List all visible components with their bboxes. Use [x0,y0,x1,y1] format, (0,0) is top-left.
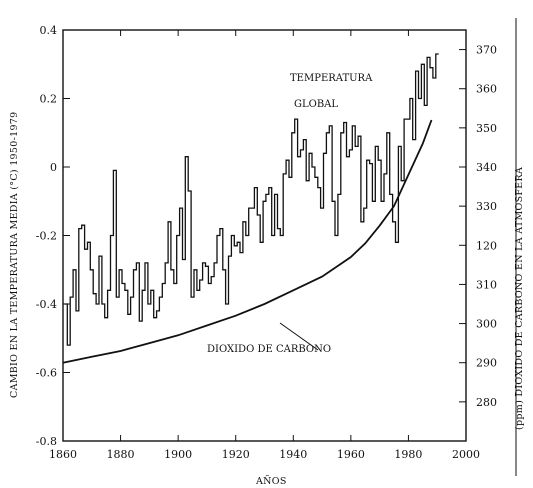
y-left-tick-label: 0 [50,161,57,174]
x-tick-label: 2000 [452,448,480,461]
x-tick-label: 1960 [337,448,365,461]
plot-frame [62,29,467,442]
tick-labels-group: 1860 1880 1900 1920 1940 1960 1980 2000 0.4 0.2 0 -… [36,24,497,461]
y-axis-right-label: (ppm) DIOXIDO DE CARBONO EN LA ATMOSFERA [514,167,525,430]
y-right-tick-label: 360 [476,83,497,96]
y-left-tick-label: -0.6 [36,367,57,380]
annotation-co2: DIOXIDO DE CARBONO [207,344,331,355]
y-right-tick-label: 300 [476,318,497,331]
x-tick-label: 1920 [222,448,250,461]
x-tick-label: 1900 [164,448,192,461]
y-right-tick-label: 340 [476,161,497,174]
annotation-temperature-1: TEMPERATURA [290,73,373,84]
temperature-series-line [64,53,439,346]
x-tick-label: 1940 [279,448,307,461]
ticks-group [62,29,467,442]
x-tick-label: 1980 [394,448,422,461]
y-left-tick-label: 0.4 [40,24,58,37]
y-left-tick-label: -0.4 [36,298,57,311]
x-tick-label: 1860 [49,448,77,461]
y-left-tick-label: -0.2 [36,230,57,243]
y-right-tick-label: 350 [476,122,497,135]
y-left-tick-label: 0.2 [40,93,58,106]
y-right-tick-label: 370 [476,44,497,57]
x-tick-label: 1880 [107,448,135,461]
annotation-temperature-2: GLOBAL [294,99,338,110]
co2-series-line [62,119,433,364]
y-right-tick-label: 310 [476,278,497,291]
y-right-tick-label: 280 [476,396,497,409]
y-right-tick-label: 290 [476,357,497,370]
y-right-tick-label: 330 [476,200,497,213]
y-left-tick-label: -0.8 [36,435,57,448]
y-right-tick-label: 120 [476,239,497,252]
y-axis-left-label: CAMBIO EN LA TEMPERATURA MEDIA (°C) 1950… [9,112,20,398]
annotation-co2-leader [279,322,319,351]
x-axis-label: AÑOS [255,475,287,487]
